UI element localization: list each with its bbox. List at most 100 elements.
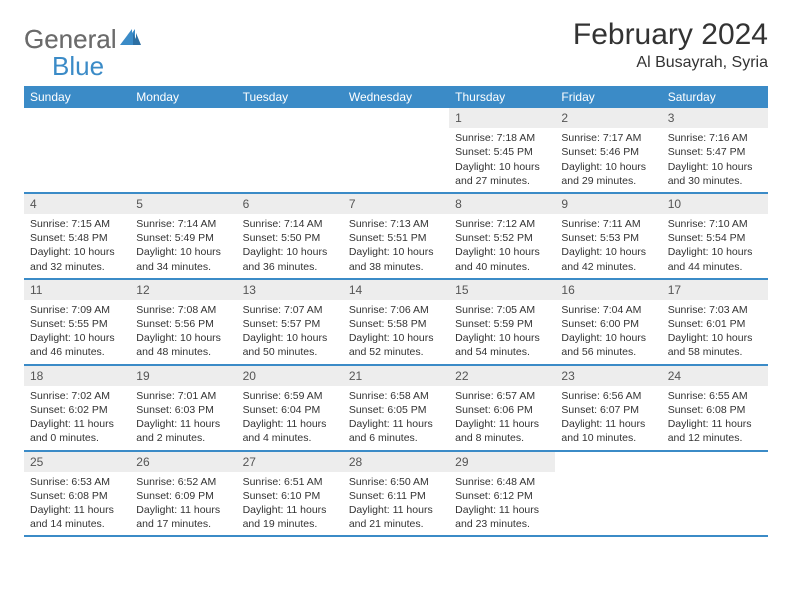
- calendar-day-cell: .: [662, 452, 768, 536]
- sunrise-line: Sunrise: 6:59 AM: [243, 389, 337, 403]
- page-title: February 2024: [573, 18, 768, 52]
- daylight-line: Daylight: 11 hours and 14 minutes.: [30, 503, 124, 531]
- day-number: 27: [237, 452, 343, 472]
- day-number: 22: [449, 366, 555, 386]
- sunset-line: Sunset: 5:54 PM: [668, 231, 762, 245]
- weekday-header: Thursday: [449, 86, 555, 108]
- calendar-day-cell: 4Sunrise: 7:15 AMSunset: 5:48 PMDaylight…: [24, 194, 130, 278]
- calendar-day-cell: 13Sunrise: 7:07 AMSunset: 5:57 PMDayligh…: [237, 280, 343, 364]
- day-number: 17: [662, 280, 768, 300]
- calendar-day-cell: 8Sunrise: 7:12 AMSunset: 5:52 PMDaylight…: [449, 194, 555, 278]
- day-number: 8: [449, 194, 555, 214]
- sunset-line: Sunset: 5:48 PM: [30, 231, 124, 245]
- calendar-day-cell: 21Sunrise: 6:58 AMSunset: 6:05 PMDayligh…: [343, 366, 449, 450]
- daylight-line: Daylight: 10 hours and 40 minutes.: [455, 245, 549, 273]
- day-body: Sunrise: 7:05 AMSunset: 5:59 PMDaylight:…: [449, 300, 555, 364]
- day-body: Sunrise: 6:53 AMSunset: 6:08 PMDaylight:…: [24, 472, 130, 536]
- daylight-line: Daylight: 10 hours and 58 minutes.: [668, 331, 762, 359]
- day-number: 7: [343, 194, 449, 214]
- calendar-day-cell: 17 Sunrise: 7:03 AMSunset: 6:01 PMDayligh…: [662, 280, 768, 364]
- day-number: 11: [24, 280, 130, 300]
- day-body: Sunrise: 7:02 AMSunset: 6:02 PMDaylight:…: [24, 386, 130, 450]
- day-body: Sunrise: 7:14 AMSunset: 5:49 PMDaylight:…: [130, 214, 236, 278]
- sunset-line: Sunset: 6:03 PM: [136, 403, 230, 417]
- sunrise-line: Sunrise: 7:08 AM: [136, 303, 230, 317]
- daylight-line: Daylight: 10 hours and 27 minutes.: [455, 160, 549, 188]
- day-body: Sunrise: 7:04 AMSunset: 6:00 PMDaylight:…: [555, 300, 661, 364]
- title-block: February 2024 Al Busayrah, Syria: [573, 18, 768, 72]
- day-number: 18: [24, 366, 130, 386]
- sunset-line: Sunset: 5:52 PM: [455, 231, 549, 245]
- daylight-line: Daylight: 10 hours and 50 minutes.: [243, 331, 337, 359]
- calendar-day-cell: 5Sunrise: 7:14 AMSunset: 5:49 PMDaylight…: [130, 194, 236, 278]
- calendar-week-row: 4Sunrise: 7:15 AMSunset: 5:48 PMDaylight…: [24, 194, 768, 280]
- calendar-day-cell: 23Sunrise: 6:56 AMSunset: 6:07 PMDayligh…: [555, 366, 661, 450]
- day-number: 21: [343, 366, 449, 386]
- day-body: Sunrise: 7:15 AMSunset: 5:48 PMDaylight:…: [24, 214, 130, 278]
- daylight-line: Daylight: 11 hours and 0 minutes.: [30, 417, 124, 445]
- sunrise-line: Sunrise: 6:51 AM: [243, 475, 337, 489]
- sunrise-line: Sunrise: 6:55 AM: [668, 389, 762, 403]
- logo-sail-icon-2: [119, 28, 141, 51]
- sunset-line: Sunset: 6:08 PM: [668, 403, 762, 417]
- day-body: Sunrise: 6:57 AMSunset: 6:06 PMDaylight:…: [449, 386, 555, 450]
- sunrise-line: Sunrise: 6:57 AM: [455, 389, 549, 403]
- day-number: 10: [662, 194, 768, 214]
- calendar-week-row: ....1Sunrise: 7:18 AMSunset: 5:45 PMDayl…: [24, 108, 768, 194]
- day-body: Sunrise: 7:11 AMSunset: 5:53 PMDaylight:…: [555, 214, 661, 278]
- day-number: 9: [555, 194, 661, 214]
- day-body: Sunrise: 6:55 AMSunset: 6:08 PMDaylight:…: [662, 386, 768, 450]
- sunrise-line: Sunrise: 6:53 AM: [30, 475, 124, 489]
- logo-stack: General Blue: [24, 24, 141, 82]
- day-number: 20: [237, 366, 343, 386]
- sunset-line: Sunset: 6:04 PM: [243, 403, 337, 417]
- day-body: Sunrise: 7:16 AMSunset: 5:47 PMDaylight:…: [662, 128, 768, 192]
- sunrise-line: Sunrise: 7:13 AM: [349, 217, 443, 231]
- calendar-day-cell: 24Sunrise: 6:55 AMSunset: 6:08 PMDayligh…: [662, 366, 768, 450]
- sunset-line: Sunset: 6:06 PM: [455, 403, 549, 417]
- sunrise-line: Sunrise: 7:18 AM: [455, 131, 549, 145]
- sunrise-line: Sunrise: 7:04 AM: [561, 303, 655, 317]
- weekday-header: Wednesday: [343, 86, 449, 108]
- daylight-line: Daylight: 11 hours and 12 minutes.: [668, 417, 762, 445]
- sunrise-line: Sunrise: 7:03 AM: [668, 303, 762, 317]
- sunrise-line: Sunrise: 6:50 AM: [349, 475, 443, 489]
- daylight-line: Daylight: 10 hours and 30 minutes.: [668, 160, 762, 188]
- daylight-line: Daylight: 11 hours and 8 minutes.: [455, 417, 549, 445]
- day-body: Sunrise: 7:14 AMSunset: 5:50 PMDaylight:…: [237, 214, 343, 278]
- day-body: Sunrise: 6:51 AMSunset: 6:10 PMDaylight:…: [237, 472, 343, 536]
- sunset-line: Sunset: 5:53 PM: [561, 231, 655, 245]
- sunset-line: Sunset: 5:47 PM: [668, 145, 762, 159]
- calendar-day-cell: .: [24, 108, 130, 192]
- day-number: 3: [662, 108, 768, 128]
- weeks-container: ....1Sunrise: 7:18 AMSunset: 5:45 PMDayl…: [24, 108, 768, 537]
- calendar-day-cell: .: [343, 108, 449, 192]
- day-number: 13: [237, 280, 343, 300]
- day-number: 19: [130, 366, 236, 386]
- weekday-header: Sunday: [24, 86, 130, 108]
- calendar-day-cell: 11Sunrise: 7:09 AMSunset: 5:55 PMDayligh…: [24, 280, 130, 364]
- daylight-line: Daylight: 11 hours and 10 minutes.: [561, 417, 655, 445]
- sunrise-line: Sunrise: 7:14 AM: [243, 217, 337, 231]
- daylight-line: Daylight: 10 hours and 38 minutes.: [349, 245, 443, 273]
- sunset-line: Sunset: 6:01 PM: [668, 317, 762, 331]
- day-body: Sunrise: 7:01 AMSunset: 6:03 PMDaylight:…: [130, 386, 236, 450]
- day-body: Sunrise: 7:10 AMSunset: 5:54 PMDaylight:…: [662, 214, 768, 278]
- calendar-week-row: 25Sunrise: 6:53 AMSunset: 6:08 PMDayligh…: [24, 452, 768, 538]
- calendar-day-cell: 18Sunrise: 7:02 AMSunset: 6:02 PMDayligh…: [24, 366, 130, 450]
- calendar-week-row: 18Sunrise: 7:02 AMSunset: 6:02 PMDayligh…: [24, 366, 768, 452]
- calendar-day-cell: 3Sunrise: 7:16 AMSunset: 5:47 PMDaylight…: [662, 108, 768, 192]
- sunrise-line: Sunrise: 6:56 AM: [561, 389, 655, 403]
- calendar-day-cell: 6Sunrise: 7:14 AMSunset: 5:50 PMDaylight…: [237, 194, 343, 278]
- sunrise-line: Sunrise: 7:15 AM: [30, 217, 124, 231]
- daylight-line: Daylight: 11 hours and 19 minutes.: [243, 503, 337, 531]
- day-body: Sunrise: 6:50 AMSunset: 6:11 PMDaylight:…: [343, 472, 449, 536]
- sunrise-line: Sunrise: 7:11 AM: [561, 217, 655, 231]
- calendar-day-cell: 19Sunrise: 7:01 AMSunset: 6:03 PMDayligh…: [130, 366, 236, 450]
- daylight-line: Daylight: 11 hours and 6 minutes.: [349, 417, 443, 445]
- day-number: 23: [555, 366, 661, 386]
- day-body: Sunrise: 7:18 AMSunset: 5:45 PMDaylight:…: [449, 128, 555, 192]
- sunrise-line: Sunrise: 7:01 AM: [136, 389, 230, 403]
- calendar-day-cell: 26Sunrise: 6:52 AMSunset: 6:09 PMDayligh…: [130, 452, 236, 536]
- daylight-line: Daylight: 10 hours and 52 minutes.: [349, 331, 443, 359]
